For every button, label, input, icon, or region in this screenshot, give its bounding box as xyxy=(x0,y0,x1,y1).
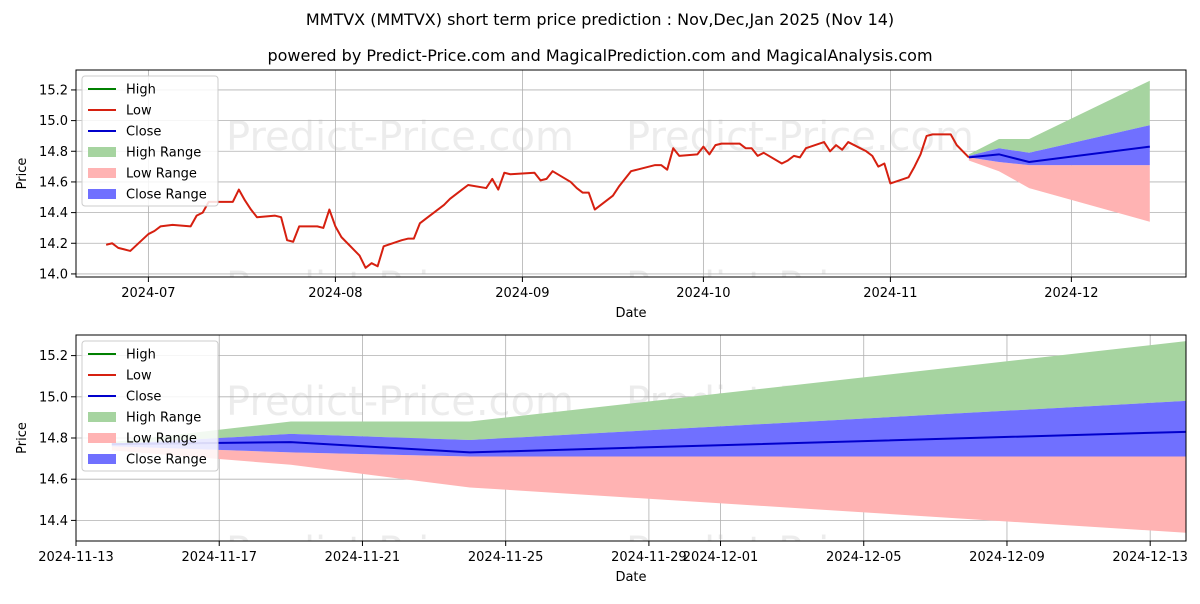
x-tick-label: 2024-10 xyxy=(676,286,730,301)
x-tick-label: 2024-12-05 xyxy=(826,550,902,565)
y-tick-label: 15.2 xyxy=(39,349,68,364)
high-range-band xyxy=(111,341,1186,445)
x-axis-label: Date xyxy=(615,306,646,321)
x-tick-label: 2024-09 xyxy=(495,286,549,301)
legend-swatch xyxy=(88,189,116,199)
x-tick-label: 2024-12-01 xyxy=(683,550,759,565)
legend: High Low Close High Range Low Range Close Ran… xyxy=(81,75,219,207)
y-tick-label: 14.6 xyxy=(39,473,68,488)
close-range-band xyxy=(968,125,1150,166)
low-range-band xyxy=(111,446,1186,533)
plot-area xyxy=(111,341,1186,533)
x-tick-label: 2024-11-17 xyxy=(181,550,257,565)
legend-label: Low Range xyxy=(126,167,197,182)
x-tick-label: 2024-11-21 xyxy=(325,550,401,565)
low-price-line xyxy=(105,133,970,269)
x-tick-label: 2024-12-13 xyxy=(1112,550,1188,565)
high-range-band xyxy=(968,80,1150,156)
x-tick-label: 2024-11-25 xyxy=(468,550,544,565)
axes-frame xyxy=(75,334,1187,542)
x-tick-label: 2024-11 xyxy=(863,286,917,301)
low-range-band xyxy=(968,157,1150,222)
y-tick-label: 14.8 xyxy=(39,145,68,160)
y-axis-label: Price xyxy=(15,422,30,454)
x-tick-label: 2024-11-13 xyxy=(38,550,114,565)
plot-area xyxy=(105,80,1150,269)
legend-label: Low xyxy=(126,369,152,384)
x-tick-label: 2024-08 xyxy=(308,286,362,301)
legend-label: High xyxy=(126,83,156,98)
legend-swatch xyxy=(88,168,116,178)
legend-swatch xyxy=(88,147,116,157)
y-tick-label: 15.0 xyxy=(39,114,68,129)
x-tick-label: 2024-12-09 xyxy=(969,550,1045,565)
y-tick-label: 14.6 xyxy=(39,175,68,190)
legend-swatch xyxy=(88,433,116,443)
axes-frame xyxy=(75,69,1187,278)
legend-label: Close xyxy=(126,390,161,405)
chart-subtitle: powered by Predict-Price.com and Magical… xyxy=(267,46,932,65)
watermark-text: Predict-Price.com xyxy=(626,114,974,160)
legend-label: Close xyxy=(126,125,161,140)
legend-label: Close Range xyxy=(126,453,207,468)
y-axis-label: Price xyxy=(15,158,30,190)
legend-label: Low Range xyxy=(126,432,197,447)
legend-label: Low xyxy=(126,104,152,119)
legend-label: High Range xyxy=(126,146,201,161)
legend: High Low Close High Range Low Range Close Ran… xyxy=(81,340,219,472)
top-panel: Predict-Price.com Predict-Price.comPredic… xyxy=(15,69,1187,321)
y-tick-label: 14.4 xyxy=(39,206,68,221)
watermark-text: Predict-Price.com xyxy=(626,529,974,575)
watermark-text: Predict-Price.com xyxy=(226,529,574,575)
close-range-band xyxy=(111,400,1186,457)
chart-title: MMTVX (MMTVX) short term price predictio… xyxy=(306,10,894,29)
legend-swatch xyxy=(88,412,116,422)
legend-label: High Range xyxy=(126,411,201,426)
x-tick-label: 2024-07 xyxy=(121,286,175,301)
x-axis-label: Date xyxy=(615,570,646,585)
x-tick-label: 2024-12 xyxy=(1044,286,1098,301)
y-tick-label: 14.2 xyxy=(39,237,68,252)
x-tick-label: 2024-11-29 xyxy=(611,550,687,565)
close-forecast-line xyxy=(968,145,1150,164)
legend-swatch xyxy=(88,454,116,464)
y-tick-label: 15.2 xyxy=(39,83,68,98)
y-tick-label: 14.8 xyxy=(39,432,68,447)
y-tick-label: 14.0 xyxy=(39,267,68,282)
watermark-text: Predict-Price.com xyxy=(226,114,574,160)
y-tick-label: 15.0 xyxy=(39,390,68,405)
legend-label: High xyxy=(126,348,156,363)
y-tick-label: 14.4 xyxy=(39,514,68,529)
legend-label: Close Range xyxy=(126,188,207,203)
